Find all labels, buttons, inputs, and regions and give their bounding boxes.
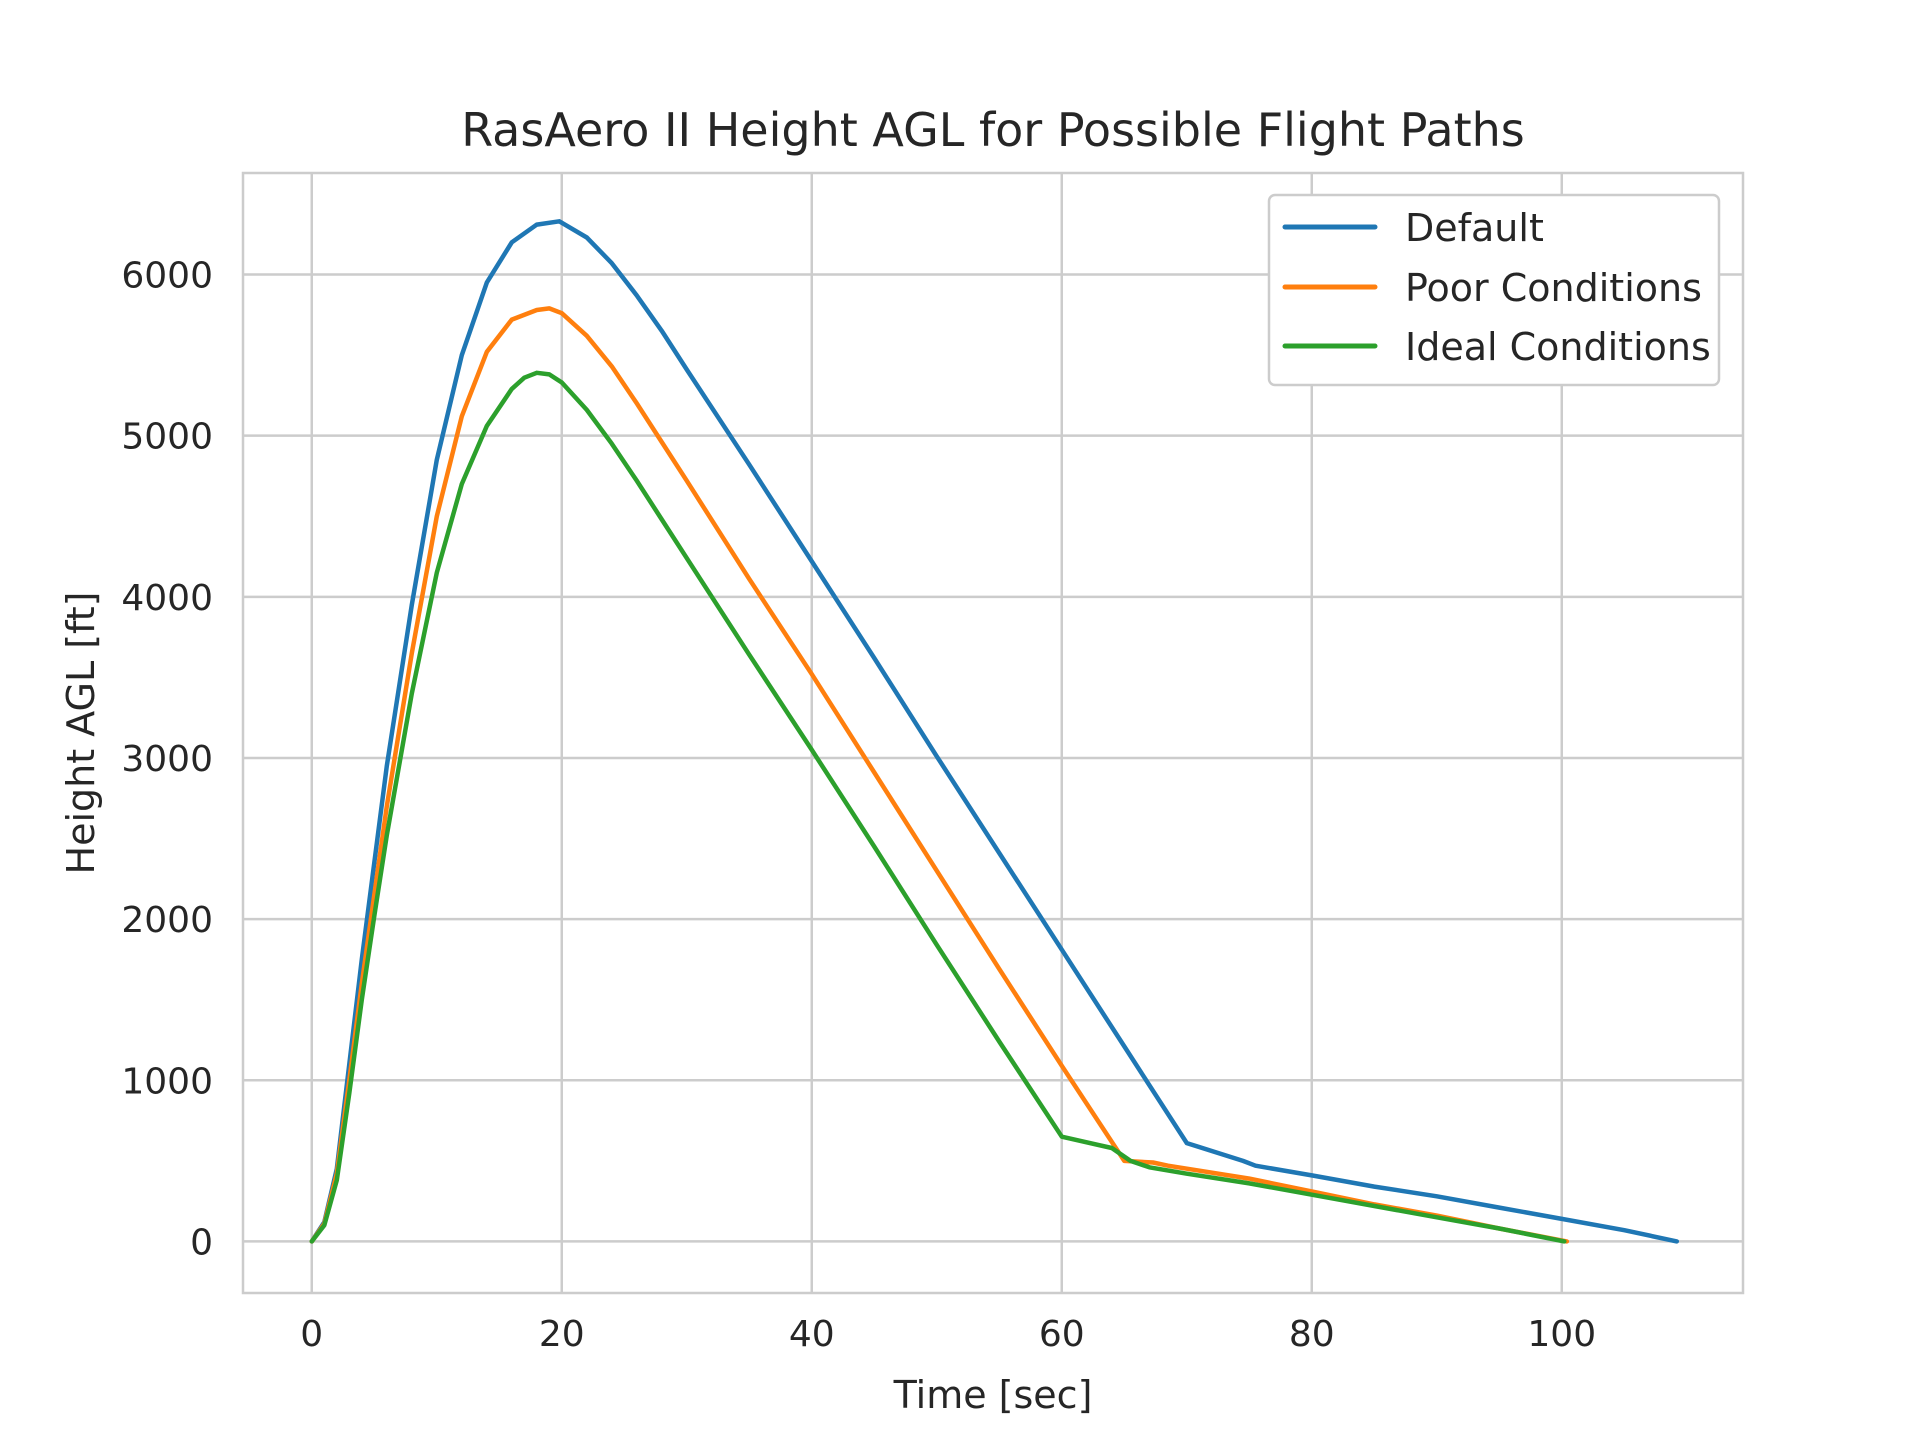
y-axis-label: Height AGL [ft]: [59, 592, 103, 875]
legend-box: [1267, 193, 1721, 387]
x-tick-label: 80: [1289, 1314, 1335, 1355]
y-tick-label: 3000: [121, 739, 213, 780]
legend-label-default: Default: [1405, 206, 1544, 250]
x-tick-label: 20: [539, 1314, 585, 1355]
y-tick-label: 2000: [121, 900, 213, 941]
x-tick-label: 0: [300, 1314, 323, 1355]
x-tick-label: 60: [1039, 1314, 1085, 1355]
legend-label-poor-conditions: Poor Conditions: [1405, 266, 1702, 310]
series-line-poor-conditions: [309, 306, 1570, 1244]
series-lines: [309, 219, 1680, 1244]
series-line-ideal-conditions: [309, 370, 1567, 1244]
series-line-default: [309, 219, 1680, 1244]
x-axis-label: Time [sec]: [893, 1373, 1093, 1417]
legend: Default Poor Conditions Ideal Conditions: [1267, 193, 1721, 387]
y-tick-label: 4000: [121, 578, 213, 619]
y-tick-label: 0: [190, 1222, 213, 1263]
y-tick-label: 6000: [121, 256, 213, 297]
chart-title: RasAero II Height AGL for Possible Fligh…: [461, 103, 1525, 157]
x-axis-ticks: 0 20 40 60 80 100: [300, 1314, 1596, 1355]
y-tick-label: 5000: [121, 417, 213, 458]
legend-label-ideal-conditions: Ideal Conditions: [1405, 325, 1711, 369]
y-axis-ticks: 0 1000 2000 3000 4000 5000 6000: [121, 256, 213, 1264]
x-tick-label: 40: [789, 1314, 835, 1355]
x-tick-label: 100: [1527, 1314, 1596, 1355]
y-tick-label: 1000: [121, 1061, 213, 1102]
